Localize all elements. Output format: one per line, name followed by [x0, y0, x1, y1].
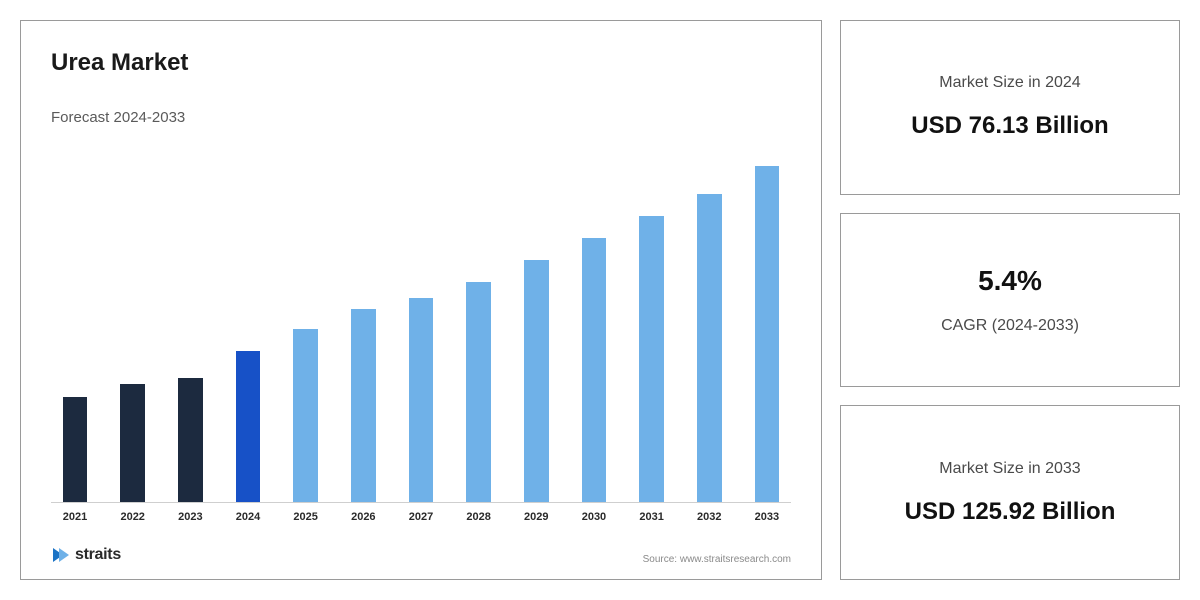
- infographic-container: Urea Market Forecast 2024-2033 202120222…: [0, 0, 1200, 600]
- stat-value: 5.4%: [978, 265, 1042, 297]
- stat-card-cagr: 5.4% CAGR (2024-2033): [840, 213, 1180, 388]
- logo-text: straits: [75, 546, 121, 564]
- bar: [639, 216, 664, 502]
- stat-value: USD 125.92 Billion: [905, 498, 1116, 526]
- chart-title: Urea Market: [51, 49, 791, 77]
- bar-wrap: [747, 144, 787, 502]
- bar: [236, 351, 261, 502]
- stat-label: Market Size in 2033: [939, 460, 1080, 478]
- bar: [755, 166, 780, 502]
- stat-label: CAGR (2024-2033): [941, 317, 1079, 335]
- bar-wrap: [459, 144, 499, 502]
- bar: [178, 378, 203, 502]
- bar-chart: [51, 144, 791, 503]
- brand-logo: straits: [51, 545, 121, 565]
- stat-value: USD 76.13 Billion: [911, 112, 1108, 140]
- x-axis-label: 2023: [170, 511, 210, 523]
- x-axis-label: 2021: [55, 511, 95, 523]
- bar-wrap: [286, 144, 326, 502]
- x-axis-label: 2030: [574, 511, 614, 523]
- bar-wrap: [574, 144, 614, 502]
- chart-footer: straits Source: www.straitsresearch.com: [51, 545, 791, 565]
- bar: [582, 238, 607, 502]
- chart-panel: Urea Market Forecast 2024-2033 202120222…: [20, 20, 822, 580]
- logo-chevron-icon: [51, 545, 71, 565]
- x-axis-label: 2028: [459, 511, 499, 523]
- bar-wrap: [113, 144, 153, 502]
- x-axis-label: 2024: [228, 511, 268, 523]
- stat-label: Market Size in 2024: [939, 74, 1080, 92]
- x-axis-label: 2022: [113, 511, 153, 523]
- x-axis-label: 2027: [401, 511, 441, 523]
- bar-wrap: [516, 144, 556, 502]
- stat-card-market-size-2033: Market Size in 2033 USD 125.92 Billion: [840, 405, 1180, 580]
- bar-wrap: [228, 144, 268, 502]
- bar-wrap: [55, 144, 95, 502]
- stat-card-market-size-2024: Market Size in 2024 USD 76.13 Billion: [840, 20, 1180, 195]
- bar: [120, 384, 145, 502]
- source-text: Source: www.straitsresearch.com: [643, 554, 791, 565]
- bar: [293, 329, 318, 502]
- chart-subtitle: Forecast 2024-2033: [51, 109, 791, 126]
- bar-wrap: [689, 144, 729, 502]
- bar-wrap: [632, 144, 672, 502]
- x-axis-label: 2031: [632, 511, 672, 523]
- bar: [409, 298, 434, 502]
- bar: [351, 309, 376, 502]
- x-axis-label: 2025: [286, 511, 326, 523]
- stat-cards-column: Market Size in 2024 USD 76.13 Billion 5.…: [840, 20, 1180, 580]
- bar-wrap: [343, 144, 383, 502]
- bar-wrap: [170, 144, 210, 502]
- x-axis-labels: 2021 2022 2023 2024 2025 2026 2027 2028 2029 2030…: [51, 503, 791, 523]
- bar: [63, 397, 88, 502]
- x-axis-label: 2032: [689, 511, 729, 523]
- bar-wrap: [401, 144, 441, 502]
- bar: [697, 194, 722, 502]
- x-axis-label: 2033: [747, 511, 787, 523]
- x-axis-label: 2029: [516, 511, 556, 523]
- bar: [524, 260, 549, 502]
- x-axis-label: 2026: [343, 511, 383, 523]
- bar: [466, 282, 491, 502]
